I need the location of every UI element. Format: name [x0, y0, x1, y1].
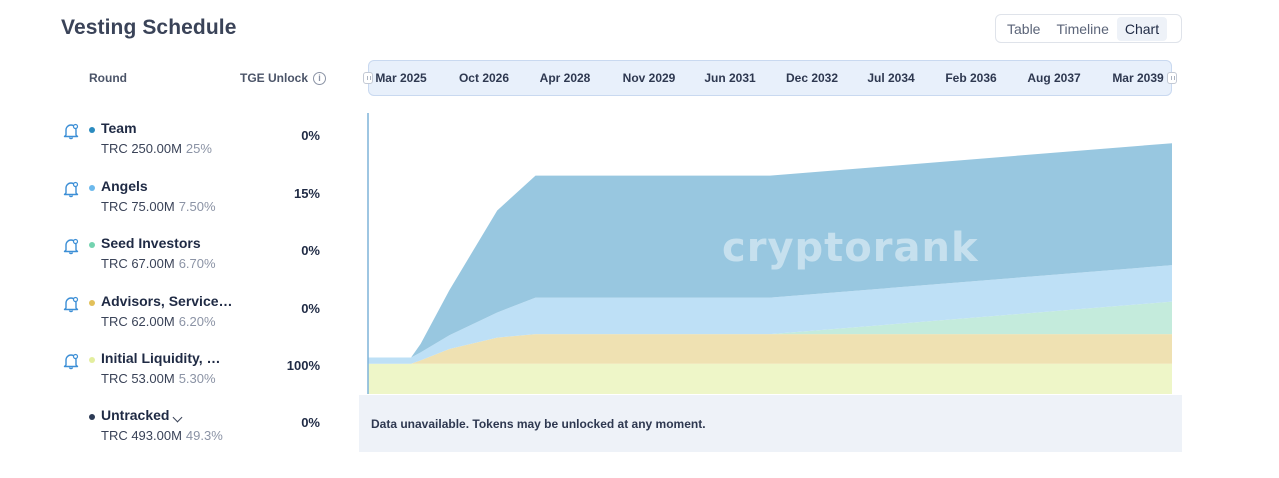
bell-icon[interactable] — [62, 180, 80, 198]
round-percent: 6.70% — [178, 256, 216, 271]
round-row[interactable]: Seed Investors TRC 67.00M 6.70% 0% — [0, 235, 340, 279]
bell-icon[interactable] — [62, 352, 80, 370]
area-series-initial-liquidity[interactable] — [368, 363, 1172, 394]
vesting-area-chart — [367, 113, 1172, 394]
info-icon[interactable]: i — [313, 71, 327, 85]
series-color-dot — [89, 185, 95, 191]
tab-table[interactable]: Table — [1007, 20, 1041, 37]
round-tge-unlock: 0% — [301, 128, 320, 143]
round-amount-value: TRC 53.00M — [101, 371, 175, 386]
x-tick-label: Apr 2028 — [539, 71, 591, 85]
round-name: Team — [101, 120, 137, 136]
round-tge-unlock: 100% — [286, 358, 320, 373]
range-start-handle[interactable] — [363, 72, 373, 84]
round-amount: TRC 75.00M 7.50% — [101, 199, 216, 214]
bell-icon[interactable] — [62, 122, 80, 140]
column-header-round: Round — [89, 71, 127, 85]
round-name: Seed Investors — [101, 235, 201, 251]
round-tge-unlock: 0% — [301, 301, 320, 316]
x-tick-label: Aug 2037 — [1027, 71, 1081, 85]
timeline-range-bar[interactable] — [368, 60, 1172, 96]
round-amount: TRC 62.00M 6.20% — [101, 314, 216, 329]
page-title: Vesting Schedule — [61, 16, 237, 39]
round-tge-unlock: 0% — [301, 415, 320, 430]
round-amount-value: TRC 250.00M — [101, 141, 182, 156]
chevron-down-icon[interactable] — [172, 412, 183, 423]
round-amount-value: TRC 493.00M — [101, 428, 182, 443]
series-color-dot — [89, 414, 95, 420]
area-series-team[interactable] — [368, 143, 1172, 358]
column-header-tge-unlock: TGE Unlock i — [240, 71, 327, 85]
round-row[interactable]: Advisors, Service… TRC 62.00M 6.20% 0% — [0, 293, 340, 337]
x-tick-label: Feb 2036 — [945, 71, 997, 85]
round-amount: TRC 53.00M 5.30% — [101, 371, 216, 386]
round-amount-value: TRC 62.00M — [101, 314, 175, 329]
round-percent: 25% — [185, 141, 212, 156]
cryptorank-watermark: cryptorank — [722, 225, 979, 271]
series-color-dot — [89, 357, 95, 363]
round-percent: 49.3% — [185, 428, 223, 443]
x-tick-label: Nov 2029 — [622, 71, 676, 85]
data-unavailable-notice: Data unavailable. Tokens may be unlocked… — [359, 395, 1182, 452]
column-header-tge-label: TGE Unlock — [240, 71, 309, 85]
bell-icon[interactable] — [62, 237, 80, 255]
round-amount: TRC 493.00M 49.3% — [101, 428, 223, 443]
range-end-handle[interactable] — [1167, 72, 1177, 84]
round-row[interactable]: Untracked TRC 493.00M 49.3% 0% — [0, 407, 340, 451]
view-switcher: Table Timeline Chart — [995, 14, 1182, 43]
x-tick-label: Mar 2025 — [375, 71, 427, 85]
notice-text: Data unavailable. Tokens may be unlocked… — [371, 417, 706, 431]
area-series-advisors-service[interactable] — [368, 334, 1172, 364]
round-tge-unlock: 15% — [293, 186, 320, 201]
x-tick-label: Jun 2031 — [704, 71, 756, 85]
round-row[interactable]: Angels TRC 75.00M 7.50% 15% — [0, 178, 340, 222]
x-tick-label: Dec 2032 — [785, 71, 839, 85]
round-name: Advisors, Service… — [101, 293, 233, 309]
tab-chart[interactable]: Chart — [1116, 16, 1168, 41]
series-color-dot — [89, 127, 95, 133]
series-color-dot — [89, 242, 95, 248]
x-tick-label: Oct 2026 — [458, 71, 510, 85]
bell-icon[interactable] — [62, 295, 80, 313]
round-percent: 6.20% — [178, 314, 216, 329]
round-amount: TRC 250.00M 25% — [101, 141, 212, 156]
round-name: Angels — [101, 178, 148, 194]
round-row[interactable]: Team TRC 250.00M 25% 0% — [0, 120, 340, 164]
series-color-dot — [89, 300, 95, 306]
round-tge-unlock: 0% — [301, 243, 320, 258]
round-amount-value: TRC 75.00M — [101, 199, 175, 214]
round-row[interactable]: Initial Liquidity, … TRC 53.00M 5.30% 100% — [0, 350, 340, 394]
area-series-angels[interactable] — [368, 265, 1172, 364]
round-amount-value: TRC 67.00M — [101, 256, 175, 271]
round-name: Untracked — [101, 407, 170, 423]
tab-timeline[interactable]: Timeline — [1056, 20, 1109, 37]
round-name: Initial Liquidity, … — [101, 350, 221, 366]
x-tick-label: Mar 2039 — [1112, 71, 1164, 85]
round-amount: TRC 67.00M 6.70% — [101, 256, 216, 271]
round-percent: 5.30% — [178, 371, 216, 386]
round-percent: 7.50% — [178, 199, 216, 214]
area-series-seed-investors[interactable] — [368, 301, 1172, 364]
x-tick-label: Jul 2034 — [867, 71, 915, 85]
